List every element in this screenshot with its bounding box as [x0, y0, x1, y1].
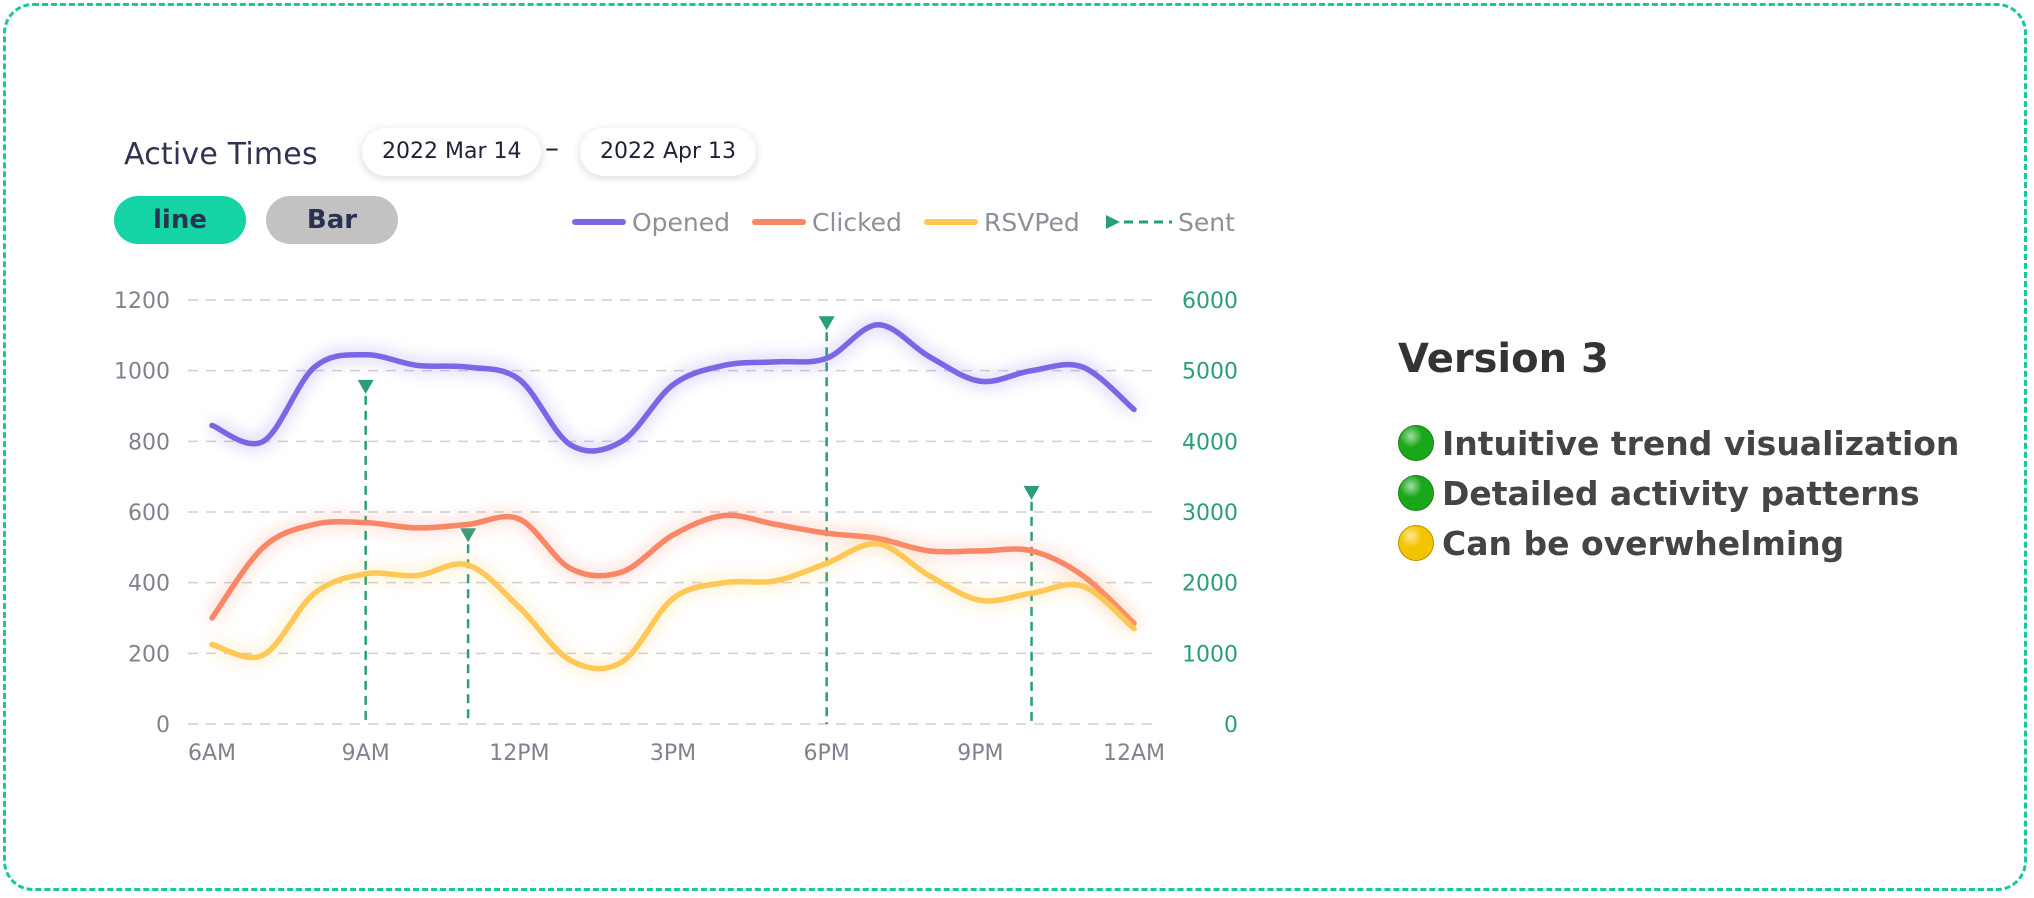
y-left-tick-label: 400 — [128, 572, 170, 597]
bar-view-button[interactable]: Bar — [266, 196, 398, 244]
x-tick-label: 12AM — [1103, 741, 1165, 766]
x-tick-label: 6PM — [804, 741, 850, 766]
y-left-tick-label: 800 — [128, 430, 170, 455]
sent-marker-triangle — [1023, 485, 1040, 500]
sent-marker-triangle — [818, 316, 835, 331]
card-frame — [3, 3, 2027, 891]
x-tick-label: 3PM — [650, 741, 696, 766]
legend-opened-label: Opened — [632, 207, 731, 237]
y-right-tick-label: 1000 — [1182, 642, 1238, 667]
legend-opened[interactable]: Opened — [572, 206, 730, 238]
summary-point: Detailed activity patterns — [1398, 468, 1959, 518]
legend-rsvped-swatch — [924, 219, 978, 225]
legend-clicked-label: Clicked — [812, 207, 902, 237]
active-times-chart: 0 200 400 600 800 1000 1200 0 1000 2000 3000 4000 50… — [114, 289, 1238, 766]
summary-point-text: Intuitive trend visualization — [1442, 423, 1960, 463]
sent-marker-triangle — [357, 379, 374, 394]
summary-point: Intuitive trend visualization — [1398, 418, 1959, 468]
clicked-series-line — [209, 512, 1137, 627]
legend-clicked[interactable]: Clicked — [752, 206, 902, 238]
end-date-picker[interactable]: 2022 Apr 13 — [580, 128, 757, 176]
status-dot-icon — [1398, 475, 1434, 511]
start-date-picker[interactable]: 2022 Mar 14 — [362, 128, 542, 176]
sent-marker-triangle — [460, 528, 477, 543]
status-dot-icon — [1398, 425, 1434, 461]
sent-marker-icon — [1106, 215, 1172, 229]
y-right-tick-label: 5000 — [1182, 360, 1238, 385]
legend-clicked-swatch — [752, 219, 806, 225]
opened-series-line — [209, 321, 1137, 454]
y-left-tick-label: 0 — [156, 713, 170, 738]
clicked-series-glow — [207, 509, 1139, 628]
date-range-separator: – — [545, 131, 559, 164]
summary-point-text: Detailed activity patterns — [1442, 473, 1920, 513]
summary-list: Intuitive trend visualization Detailed a… — [1398, 418, 1959, 568]
rsvped-series-line — [209, 541, 1137, 672]
legend-opened-swatch — [572, 219, 626, 225]
summary-point-text: Can be overwhelming — [1442, 523, 1845, 563]
y-right-tick-label: 6000 — [1182, 289, 1238, 314]
legend-rsvped[interactable]: RSVPed — [924, 206, 1080, 238]
y-right-tick-label: 2000 — [1182, 572, 1238, 597]
legend-sent-label: Sent — [1178, 207, 1235, 237]
y-left-tick-label: 1200 — [114, 289, 170, 314]
x-tick-label: 6AM — [188, 741, 236, 766]
y-right-tick-label: 3000 — [1182, 501, 1238, 526]
y-left-tick-label: 200 — [128, 642, 170, 667]
y-right-tick-label: 4000 — [1182, 430, 1238, 455]
legend-rsvped-label: RSVPed — [984, 207, 1080, 237]
legend-sent[interactable]: Sent — [1104, 206, 1235, 238]
y-left-tick-label: 600 — [128, 501, 170, 526]
y-right-tick-label: 0 — [1224, 713, 1238, 738]
status-dot-icon — [1398, 525, 1434, 561]
x-tick-label: 12PM — [489, 741, 549, 766]
x-tick-label: 9PM — [957, 741, 1003, 766]
y-left-tick-label: 1000 — [114, 360, 170, 385]
version-title: Version 3 — [1398, 336, 1609, 382]
chart-title: Active Times — [124, 137, 318, 172]
rsvped-series-glow — [210, 537, 1139, 675]
x-tick-label: 9AM — [342, 741, 390, 766]
line-view-button[interactable]: line — [114, 196, 246, 244]
summary-point: Can be overwhelming — [1398, 518, 1959, 568]
